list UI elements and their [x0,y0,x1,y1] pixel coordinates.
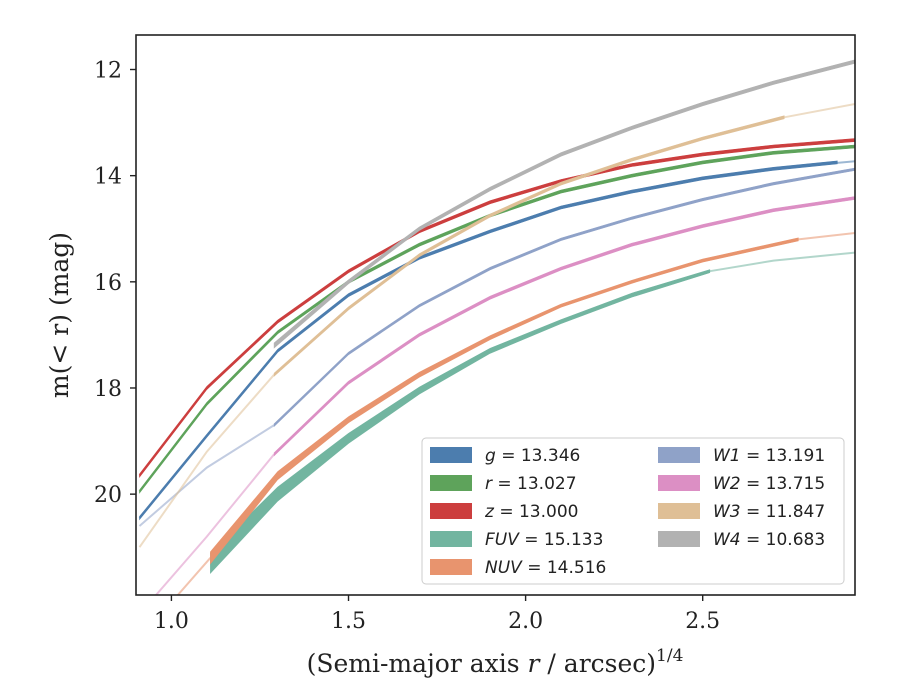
legend-label-w4: W4 = 10.683 [713,530,825,550]
series-w3-line [273,115,785,377]
x-tick-label: 2.5 [685,609,720,634]
legend-label-z: z = 13.000 [484,502,578,522]
series-fuv-extension [709,251,855,273]
series-nuv-extension [176,557,212,595]
y-tick-label: 12 [94,59,122,84]
legend-swatch-g [430,447,472,463]
series-fuv-line [210,269,711,574]
x-axis-ticks: 1.0 1.5 2.0 2.5 [154,595,720,634]
legend-box [421,437,845,585]
legend-swatch-fuv [430,531,472,547]
series-w1-line [273,167,855,428]
legend-label-w3: W3 = 11.847 [713,502,825,522]
legend-swatch-w2 [658,475,700,491]
legend-label-r: r = 13.027 [485,474,577,494]
legend-swatch-r [430,475,472,491]
y-axis-label: m(< r) (mag) [45,232,74,398]
legend-swatch-w4 [658,531,700,547]
legend: g = 13.346 r = 13.027 z = 13.000 FUV = 15.1… [421,437,845,585]
x-tick-label: 1.0 [154,609,189,634]
series-z-line [139,138,855,478]
series-w2-line [273,196,855,457]
series-w2-extension [154,453,275,595]
y-tick-label: 14 [94,165,122,190]
x-tick-label: 2.0 [508,609,543,634]
legend-label-g: g = 13.346 [485,446,580,466]
y-tick-label: 16 [94,271,122,296]
y-axis-ticks: 12 14 16 18 20 [94,59,136,508]
legend-swatch-z [430,503,472,519]
legend-swatch-w1 [658,447,700,463]
series-g-line [139,160,838,521]
legend-swatch-w3 [658,503,700,519]
legend-label-fuv: FUV = 15.133 [485,530,603,550]
series-nuv-extension [798,232,855,241]
plot-curves [138,59,855,595]
y-tick-label: 18 [94,377,122,402]
x-axis-label: (Semi-major axis r / arcsec)1/4 [307,646,684,678]
series-w3-extension [138,374,275,548]
legend-label-w2: W2 = 13.715 [713,474,825,494]
y-tick-label: 20 [94,483,122,508]
legend-swatch-nuv [430,559,472,575]
series-nuv-line [210,237,799,565]
legend-label-w1: W1 = 13.191 [713,446,825,466]
series-w1-extension [138,424,275,527]
x-tick-label: 1.5 [331,609,366,634]
series-w4-line [273,59,855,349]
plot-frame [135,34,856,596]
series-w3-extension [784,103,855,119]
legend-label-nuv: NUV = 14.516 [485,558,606,578]
